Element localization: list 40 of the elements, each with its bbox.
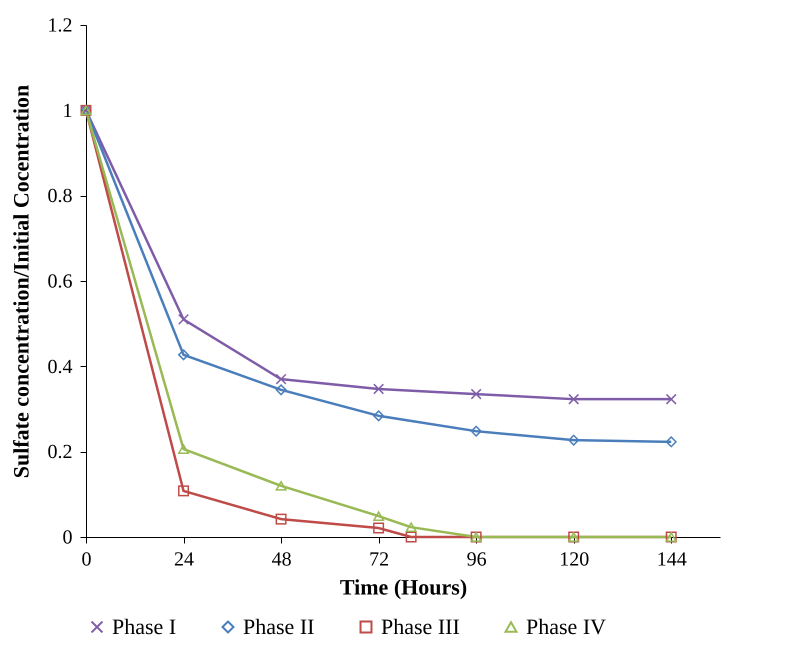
y-tick-label: 1 (62, 100, 72, 122)
x-tick-label: 96 (466, 548, 487, 570)
x-tick-label: 144 (656, 548, 687, 570)
point (178, 349, 190, 360)
point (406, 532, 417, 542)
point (178, 485, 190, 496)
point (666, 394, 677, 405)
legend-label: Phase I (112, 614, 176, 639)
point (178, 444, 190, 454)
y-tick-label: 1.2 (48, 14, 72, 36)
x-tick-label: 72 (369, 548, 390, 570)
y-tick-label: 0 (62, 526, 72, 548)
x-tick-label: 120 (559, 548, 590, 570)
point (373, 522, 384, 534)
legend-label: Phase III (381, 614, 460, 639)
point (406, 522, 417, 532)
x-tick-label: 0 (82, 548, 92, 570)
point (470, 426, 482, 437)
point (373, 511, 384, 521)
x-tick-label: 24 (174, 548, 194, 570)
point (373, 383, 384, 394)
point (568, 394, 580, 405)
x-axis-title: Time (Hours) (340, 574, 468, 600)
legend-label: Phase II (243, 614, 314, 639)
point (276, 384, 287, 396)
point (276, 514, 287, 525)
y-tick-label: 0.6 (48, 270, 72, 292)
x-tick-label: 48 (272, 548, 292, 570)
point (666, 436, 677, 448)
point (373, 410, 384, 422)
y-tick-label: 0.2 (48, 441, 72, 464)
legend-label: Phase IV (526, 614, 606, 639)
y-tick-label: 0.4 (48, 356, 72, 378)
y-tick-label: 0.8 (48, 185, 72, 208)
point (276, 480, 287, 491)
point (276, 374, 287, 385)
y-axis-title: Sulfate concentration/Initial Cocentration (8, 84, 34, 478)
point (470, 388, 482, 400)
point (568, 434, 580, 446)
point (178, 314, 190, 325)
